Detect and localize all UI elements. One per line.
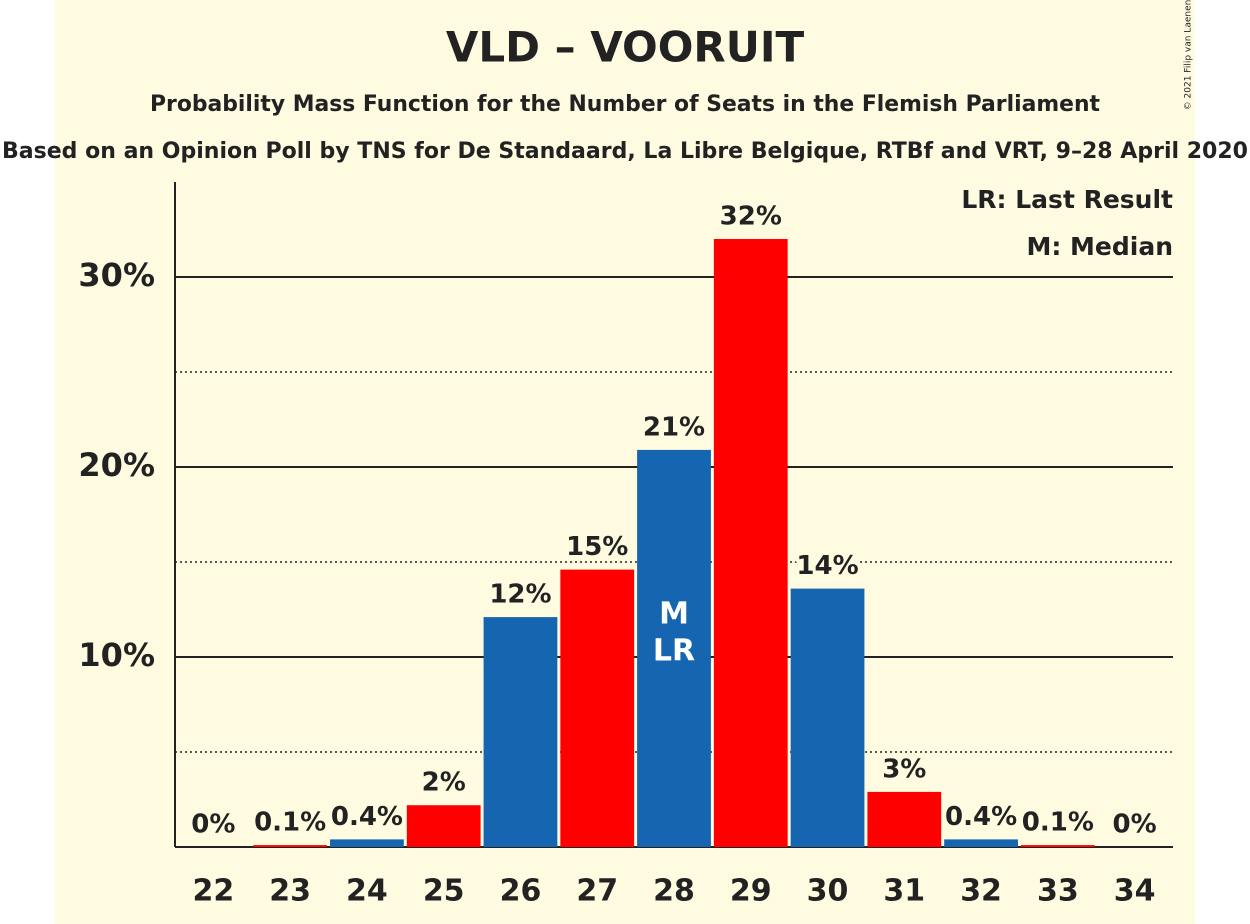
x-tick-label: 27 (576, 874, 618, 909)
x-tick-label: 23 (269, 874, 311, 909)
x-tick-label: 34 (1114, 874, 1156, 909)
bar (253, 845, 328, 847)
y-tick-label: 10% (78, 636, 155, 674)
chart-title: VLD – VOORUIT (446, 23, 805, 72)
value-label: 21% (643, 412, 705, 442)
value-label: 0% (1113, 810, 1157, 840)
chart-subtitle: Probability Mass Function for the Number… (150, 92, 1100, 117)
value-label: 15% (566, 532, 628, 562)
value-label: 2% (422, 768, 466, 798)
median-marker: M (659, 597, 689, 632)
bar (790, 588, 865, 847)
bar (637, 449, 711, 847)
x-tick-label: 22 (193, 874, 235, 909)
x-tick-label: 24 (346, 874, 388, 909)
value-label: 0.4% (331, 802, 403, 832)
x-tick-label: 30 (807, 874, 849, 909)
value-label: 0% (191, 810, 235, 840)
copyright: © 2021 Filip van Laenen (1184, 0, 1194, 110)
x-tick-label: 33 (1037, 874, 1079, 909)
x-tick-label: 32 (960, 874, 1002, 909)
value-label: 12% (489, 580, 551, 610)
bar (406, 805, 481, 847)
x-tick-label: 29 (730, 874, 772, 909)
bar (560, 569, 635, 847)
x-tick-label: 28 (653, 874, 695, 909)
y-tick-label: 20% (78, 446, 155, 484)
bar (867, 791, 942, 847)
x-tick-label: 25 (423, 874, 465, 909)
bar (713, 239, 788, 847)
value-label: 0.4% (945, 802, 1017, 832)
bar (483, 617, 558, 847)
y-tick-label: 30% (78, 256, 155, 294)
legend-entry: M: Median (1026, 232, 1173, 261)
last-result-marker: LR (653, 634, 695, 669)
legend-entry: LR: Last Result (961, 185, 1173, 214)
value-label: 3% (882, 754, 926, 784)
bar (944, 839, 1018, 847)
x-tick-label: 26 (500, 874, 542, 909)
bar (330, 839, 404, 847)
value-label: 0.1% (254, 808, 326, 838)
value-label: 32% (720, 202, 782, 232)
x-tick-label: 31 (883, 874, 925, 909)
value-label: 0.1% (1022, 808, 1094, 838)
bar (1020, 845, 1095, 847)
value-label: 14% (796, 551, 858, 581)
chart-source: Based on an Opinion Poll by TNS for De S… (2, 139, 1248, 164)
